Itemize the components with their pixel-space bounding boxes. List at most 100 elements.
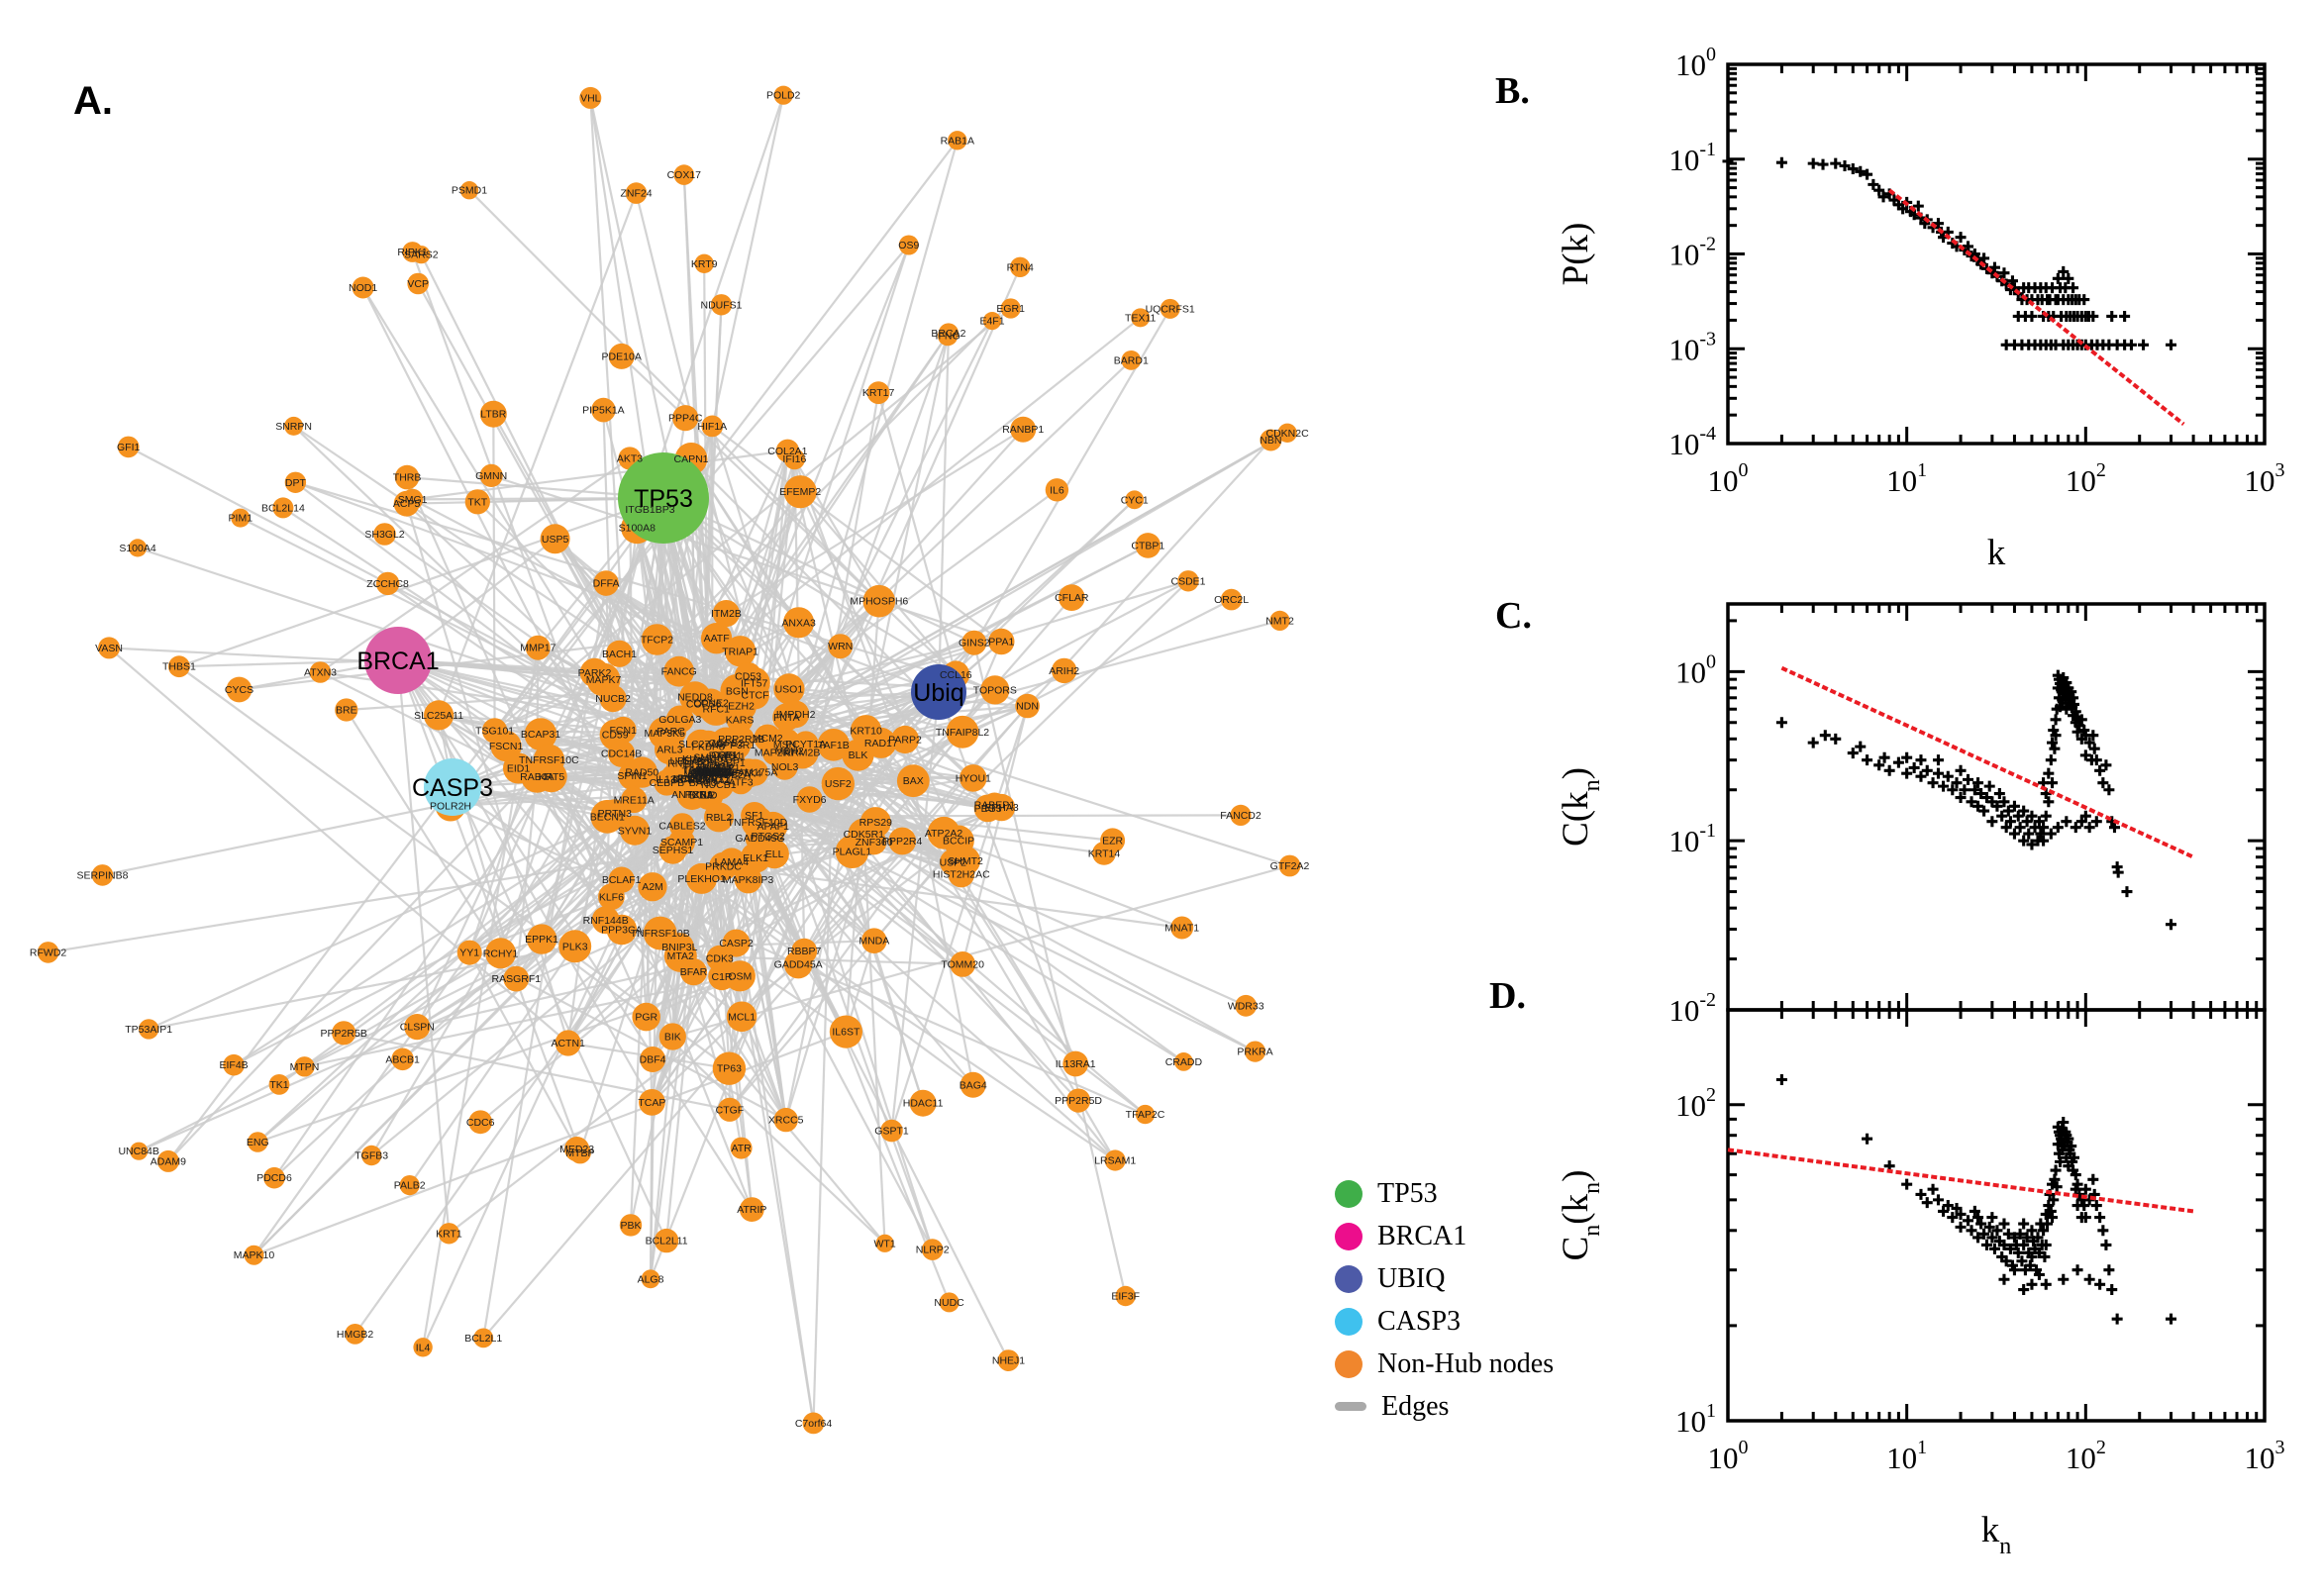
network-node-label: KRT14 bbox=[1088, 848, 1121, 859]
network-node bbox=[785, 736, 819, 769]
network-node bbox=[361, 1145, 382, 1166]
network-node-label: MT1A bbox=[684, 769, 712, 781]
network-node-label: TP53AIP1 bbox=[125, 1024, 172, 1036]
network-node-label: C7orf64 bbox=[795, 1418, 833, 1430]
network-node-label: MSH2 bbox=[775, 746, 804, 757]
network-node-label: BAG3 bbox=[689, 777, 717, 789]
network-node bbox=[481, 718, 508, 744]
network-node bbox=[524, 718, 557, 751]
network-node bbox=[1121, 350, 1142, 370]
network-node bbox=[272, 497, 294, 519]
network-node bbox=[223, 1053, 245, 1076]
network-node-label: PPP2R4 bbox=[882, 836, 922, 848]
network-node bbox=[391, 1047, 414, 1071]
network-node-label: MNDA bbox=[858, 936, 889, 948]
network-node bbox=[704, 802, 734, 833]
network-node-label: BNIP3L bbox=[661, 942, 697, 953]
network-node-label: BCAP31 bbox=[521, 729, 560, 741]
network-node-label: SMG1 bbox=[398, 494, 428, 506]
network-node-label: NLRP2 bbox=[916, 1245, 950, 1256]
network-node bbox=[373, 523, 396, 546]
network-node-label: TRIAP1 bbox=[722, 646, 758, 657]
network-node-label: PRKDC bbox=[705, 861, 742, 873]
network-node bbox=[540, 524, 570, 554]
network-node-label: PARK2 bbox=[578, 667, 612, 679]
tp53-swatch-icon bbox=[1335, 1179, 1363, 1208]
network-node-label: PPP2R5D bbox=[1055, 1095, 1102, 1107]
network-node bbox=[1269, 610, 1290, 632]
network-node bbox=[555, 1030, 581, 1056]
network-node bbox=[579, 86, 602, 109]
legend-item-casp3: CASP3 bbox=[1335, 1300, 1554, 1343]
hub-node-tp53 bbox=[618, 452, 709, 544]
network-node-label: MAP3K5 bbox=[644, 728, 685, 740]
network-node-label: TNFRSF10D bbox=[728, 817, 788, 829]
network-node-label: ORC2L bbox=[1214, 594, 1249, 606]
network-node-label: NUCB1 bbox=[701, 779, 737, 791]
network-node bbox=[393, 490, 420, 517]
network-node bbox=[399, 1175, 420, 1196]
network-node-label: ANXA3 bbox=[781, 617, 816, 629]
network-node-label: GTF2A2 bbox=[1270, 860, 1310, 872]
network-node-label: MAPK10 bbox=[234, 1249, 275, 1261]
network-node bbox=[739, 1197, 764, 1222]
legend-item-tp53: TP53 bbox=[1335, 1172, 1554, 1215]
network-node bbox=[1045, 478, 1069, 502]
network-node-label: PDCD6 bbox=[256, 1172, 292, 1184]
network-node-label: ATP2A2 bbox=[925, 828, 962, 840]
network-node-label: CDK3 bbox=[706, 953, 734, 965]
network-node bbox=[980, 675, 1010, 705]
network-node bbox=[464, 489, 490, 515]
network-node-label: PRTN3 bbox=[598, 808, 632, 820]
network-node bbox=[658, 836, 687, 864]
panel-a-label: A. bbox=[73, 79, 113, 123]
network-node bbox=[1131, 308, 1151, 328]
network-node bbox=[791, 938, 818, 964]
network-node-label: EID1 bbox=[507, 763, 531, 775]
network-node bbox=[666, 748, 696, 778]
network-node-label: FKBP8 bbox=[691, 742, 724, 753]
tick-label: 101 bbox=[1886, 1437, 1927, 1475]
network-node bbox=[691, 762, 724, 795]
network-node-label: MTA2 bbox=[667, 950, 694, 962]
network-node bbox=[284, 416, 304, 436]
network-node bbox=[244, 1245, 264, 1265]
network-node bbox=[679, 958, 708, 986]
network-node-label: CSDE1 bbox=[1170, 575, 1205, 587]
network-node-label: VCP bbox=[407, 278, 429, 290]
network-node-label: USO1 bbox=[775, 683, 804, 695]
network-node-label: ZNF24 bbox=[620, 188, 652, 200]
network-node-label: GFI1 bbox=[117, 442, 140, 453]
network-node-label: IFNG bbox=[936, 331, 960, 343]
network-node bbox=[332, 1021, 356, 1046]
network-node-label: PBK bbox=[620, 1220, 641, 1232]
network-node-label: BCLAF1 bbox=[602, 874, 642, 886]
network-node-label: USP5 bbox=[542, 534, 569, 546]
network-node bbox=[859, 807, 891, 839]
legend-item-nonhub: Non-Hub nodes bbox=[1335, 1343, 1554, 1385]
network-node-label: DCN bbox=[711, 761, 734, 773]
network-node bbox=[626, 756, 657, 788]
tick-label: 100 bbox=[1675, 44, 1716, 82]
x-axis-title: k bbox=[1987, 533, 2006, 573]
network-node bbox=[413, 1338, 433, 1357]
network-node-label: UNC84B bbox=[118, 1146, 158, 1157]
network-node bbox=[890, 725, 920, 754]
network-node-label: MMP17 bbox=[520, 643, 556, 654]
network-node bbox=[694, 253, 714, 273]
network-node-label: ENG bbox=[247, 1137, 269, 1148]
network-node-label: NDN bbox=[1016, 701, 1039, 713]
network-node-label: UQCRFS1 bbox=[1146, 303, 1195, 315]
network-node-label: TP63 bbox=[717, 1063, 742, 1075]
network-node-label: TSG101 bbox=[475, 726, 514, 738]
network-node bbox=[938, 326, 959, 347]
network-node-label: PRKRA bbox=[1237, 1047, 1272, 1058]
network-node-label: TFAP2C bbox=[1126, 1109, 1165, 1121]
network-node bbox=[619, 1214, 643, 1237]
network-node-label: SNRPN bbox=[275, 421, 312, 433]
network-node-label: FAM175A bbox=[732, 767, 777, 779]
network-node-label: S100A8 bbox=[619, 523, 656, 535]
network-node-label: CCND2 bbox=[672, 773, 708, 785]
network-node-label: YY1 bbox=[459, 948, 479, 959]
network-node-label: FLI1 bbox=[697, 766, 718, 778]
